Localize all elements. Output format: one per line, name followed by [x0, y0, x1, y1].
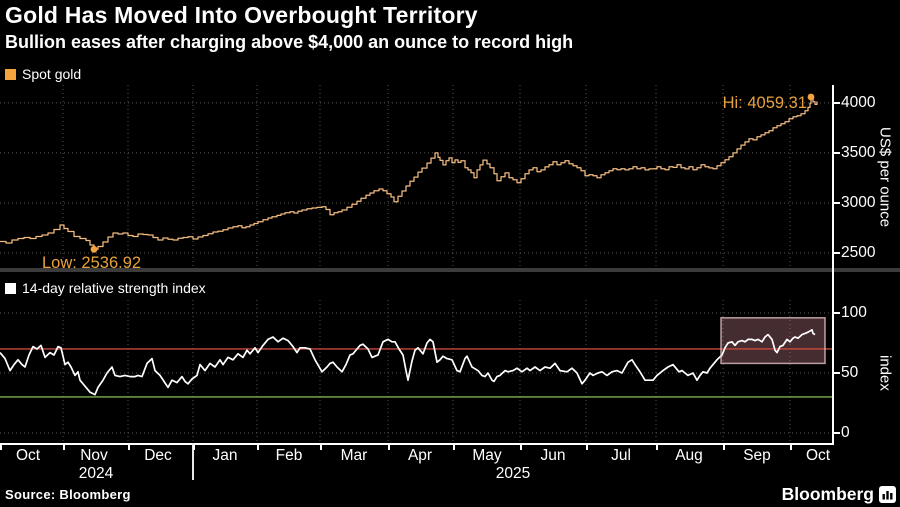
legend-label-spot-gold: Spot gold	[22, 66, 82, 82]
x-tick-mark	[520, 445, 522, 450]
month-label: Feb	[275, 447, 303, 464]
year-separator	[192, 443, 194, 480]
year-label: 2024	[78, 465, 114, 482]
overbought-highlight-border	[720, 317, 826, 365]
month-label: Sep	[743, 447, 771, 464]
month-label: Jan	[212, 447, 238, 464]
month-label: Oct	[15, 447, 41, 464]
x-tick-mark	[193, 445, 195, 450]
y-tick-label: 4000	[841, 93, 876, 111]
month-label: Apr	[407, 447, 433, 464]
bloomberg-logo-icon	[879, 486, 896, 503]
month-label: Aug	[675, 447, 703, 464]
y-tick-label: 3500	[841, 143, 876, 161]
x-tick-mark	[63, 445, 65, 450]
y-tick-mark	[833, 371, 840, 374]
x-axis-line	[0, 443, 834, 445]
y-tick-label: 50	[841, 363, 859, 381]
y-tick-mark	[833, 431, 840, 434]
y-tick-label: 0	[841, 423, 850, 441]
y-tick-mark	[833, 151, 840, 154]
y-tick-mark	[833, 251, 840, 254]
rsi-chart	[0, 300, 834, 445]
y-tick-label: 100	[841, 303, 867, 321]
x-tick-mark	[586, 445, 588, 450]
x-tick-mark	[656, 445, 658, 450]
x-tick-mark	[790, 445, 792, 450]
extreme-marker-dot	[90, 245, 98, 253]
hi-annotation: Hi: 4059.31	[722, 94, 807, 112]
bloomberg-wordmark: Bloomberg	[781, 484, 874, 504]
x-tick-mark	[128, 445, 130, 450]
y-tick-mark	[833, 311, 840, 314]
panel-divider	[0, 268, 900, 272]
gold-axis-title: US$ per ounce	[876, 127, 894, 228]
month-label: Jun	[540, 447, 566, 464]
y-tick-mark	[833, 201, 840, 204]
page-title: Gold Has Moved Into Overbought Territory	[5, 2, 478, 28]
legend-swatch-rsi-icon	[5, 282, 16, 294]
legend-swatch-gold-icon	[5, 68, 16, 80]
bloomberg-brand: Bloomberg	[782, 484, 896, 505]
x-tick-mark	[453, 445, 455, 450]
x-tick-mark	[388, 445, 390, 450]
x-tick-mark	[257, 445, 259, 450]
legend-label-rsi: 14-day relative strength index	[22, 280, 206, 296]
year-label: 2025	[495, 465, 531, 482]
gold-price-chart	[0, 85, 834, 270]
month-label: Jul	[611, 447, 631, 464]
spot_gold-line	[0, 96, 818, 250]
x-tick-mark	[723, 445, 725, 450]
low-annotation: Low: 2536.92	[42, 254, 142, 272]
y-tick-mark	[833, 101, 840, 104]
source-note: Source: Bloomberg	[5, 487, 131, 502]
x-tick-mark	[0, 445, 2, 450]
extreme-marker-dot	[807, 93, 815, 101]
rsi_14d-line	[0, 328, 816, 396]
rsi-axis-title: index	[876, 354, 894, 391]
month-label: Mar	[340, 447, 368, 464]
month-label: Nov	[80, 447, 108, 464]
right-axis-spine	[832, 85, 834, 445]
x-tick-mark	[320, 445, 322, 450]
month-label: May	[472, 447, 502, 464]
month-label: Dec	[144, 447, 172, 464]
month-label: Oct	[805, 447, 831, 464]
legend-spot-gold: Spot gold	[5, 66, 81, 82]
y-tick-label: 2500	[841, 243, 876, 261]
chart-subtitle: Bullion eases after charging above $4,00…	[5, 32, 574, 52]
legend-rsi: 14-day relative strength index	[5, 280, 206, 296]
y-tick-label: 3000	[841, 193, 876, 211]
